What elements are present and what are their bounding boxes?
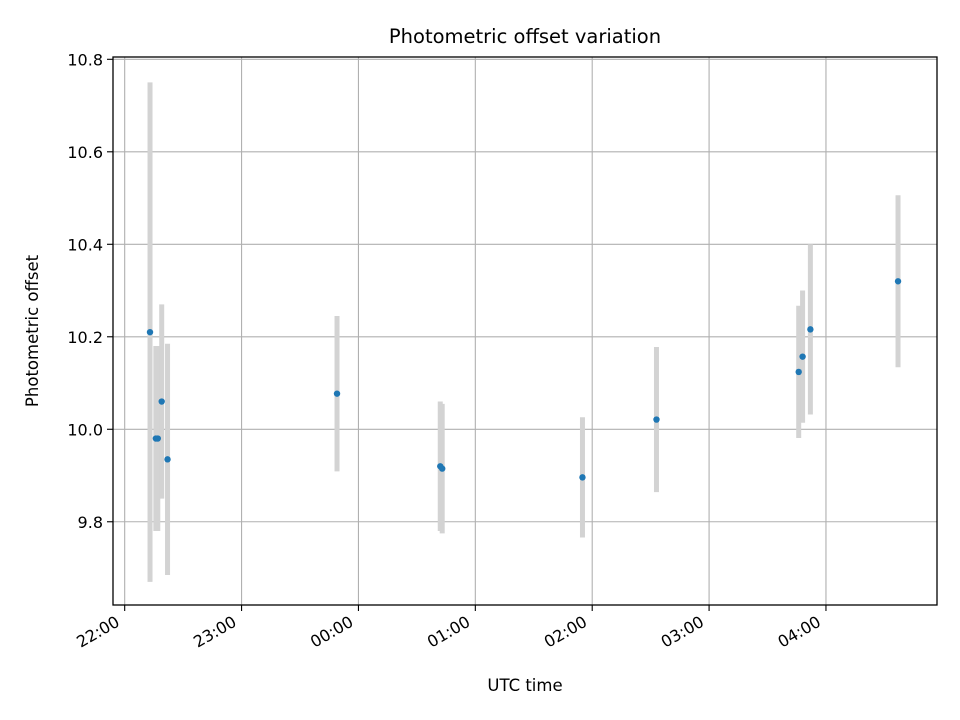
data-point xyxy=(154,435,162,442)
x-axis-title: UTC time xyxy=(487,676,562,695)
plot-frame xyxy=(112,56,938,606)
y-tick-label: 10.8 xyxy=(67,50,103,69)
y-tick-label: 9.8 xyxy=(78,513,103,532)
data-point xyxy=(164,456,171,463)
data-point xyxy=(894,278,902,285)
y-axis-title: Photometric offset xyxy=(23,254,42,407)
data-point xyxy=(439,465,446,472)
data-point xyxy=(807,326,814,333)
data-point xyxy=(579,474,586,481)
chart-title: Photometric offset variation xyxy=(389,25,661,48)
data-points xyxy=(146,278,902,481)
data-point xyxy=(799,353,806,360)
data-point xyxy=(795,368,802,376)
data-point xyxy=(333,390,341,397)
y-tick-label: 10.2 xyxy=(67,328,103,347)
y-axis: 9.8 10.0 10.2 10.4 10.6 10.8 xyxy=(67,50,113,532)
data-point xyxy=(653,416,660,423)
y-tick-label: 10.4 xyxy=(67,235,103,254)
y-tick-label: 10.0 xyxy=(67,420,103,439)
y-tick-label: 10.6 xyxy=(67,143,103,162)
data-point xyxy=(146,328,154,336)
data-point xyxy=(158,398,165,405)
